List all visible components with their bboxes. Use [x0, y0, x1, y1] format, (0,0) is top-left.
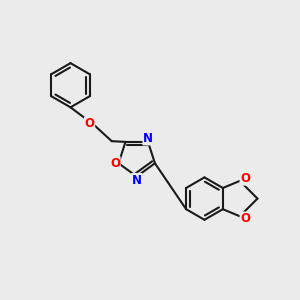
Text: O: O	[110, 157, 120, 170]
Text: O: O	[240, 212, 250, 225]
Text: N: N	[143, 132, 153, 145]
Text: N: N	[132, 173, 142, 187]
Text: O: O	[85, 117, 94, 130]
Text: O: O	[240, 172, 250, 185]
